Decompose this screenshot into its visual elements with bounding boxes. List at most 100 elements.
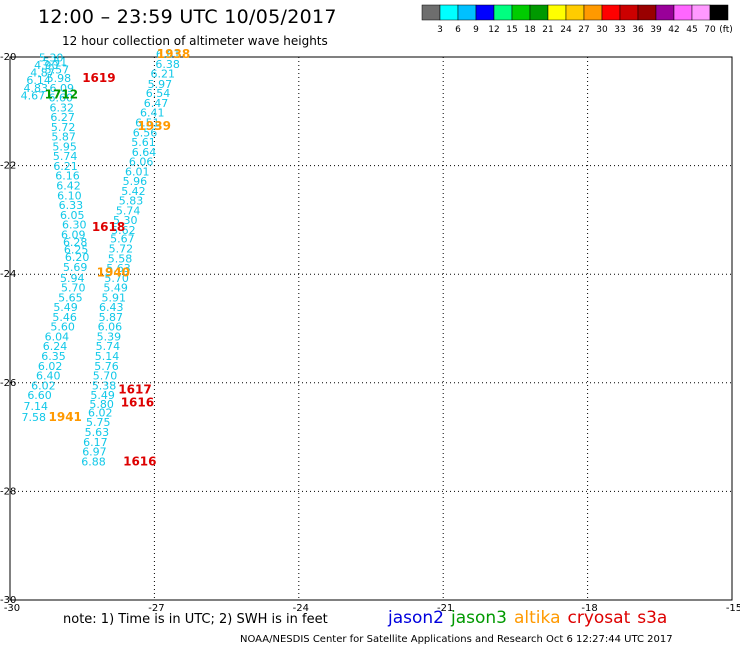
footer-note: note: 1) Time is in UTC; 2) SWH is in fe… bbox=[63, 612, 328, 627]
x-tick-label: -27 bbox=[148, 603, 164, 614]
wave-height-point: 5.74 bbox=[96, 340, 121, 353]
wave-height-point: 5.72 bbox=[109, 242, 134, 255]
wave-height-point: 6.41 bbox=[140, 107, 165, 120]
wave-height-point: 6.09 bbox=[61, 228, 86, 241]
colorbar-label: 39 bbox=[650, 25, 662, 35]
wave-height-point: 5.94 bbox=[60, 272, 85, 285]
colorbar-swatch bbox=[511, 4, 531, 21]
colorbar-swatch bbox=[547, 4, 567, 21]
wave-height-point: 5.96 bbox=[123, 175, 148, 188]
colorbar-label: 9 bbox=[473, 25, 479, 35]
wave-height-point: 5.75 bbox=[86, 416, 111, 429]
wave-height-point: 6.25 bbox=[64, 244, 89, 257]
wave-height-point: 6.14 bbox=[26, 74, 51, 87]
wave-height-point: 6.88 bbox=[81, 455, 106, 468]
wave-height-point: 4.83 bbox=[23, 82, 48, 95]
wave-height-point: 6.43 bbox=[99, 301, 124, 314]
colorbar-swatch bbox=[421, 4, 441, 21]
wave-height-point: 5.30 bbox=[113, 214, 138, 227]
colorbar-swatch bbox=[457, 4, 477, 21]
wave-height-point: 5.63 bbox=[106, 262, 130, 275]
wave-height-point: 5.70 bbox=[104, 272, 129, 285]
colorbar-swatch bbox=[691, 4, 711, 21]
wave-height-point: 6.21 bbox=[151, 68, 176, 81]
y-tick-label: -26 bbox=[0, 378, 16, 389]
colorbar-label: 36 bbox=[632, 25, 644, 35]
wave-height-point: 6.42 bbox=[56, 179, 81, 192]
wave-height-point: 6.51 bbox=[135, 117, 160, 130]
colorbar-swatch bbox=[655, 4, 675, 21]
chart-subtitle: 12 hour collection of altimeter wave hei… bbox=[62, 34, 328, 48]
y-tick-label: -20 bbox=[0, 52, 16, 63]
mission-altika: altika bbox=[514, 608, 561, 628]
x-tick-label: -21 bbox=[437, 603, 453, 614]
wave-height-point: 5.70 bbox=[61, 282, 86, 295]
wave-height-point: 6.01 bbox=[125, 165, 150, 178]
wave-height-point: 6.47 bbox=[144, 97, 169, 110]
y-tick-label: -22 bbox=[0, 161, 16, 172]
plot-frame bbox=[9, 56, 733, 601]
x-tick-label: -30 bbox=[4, 603, 20, 614]
wave-height-point: 6.61 bbox=[156, 48, 181, 61]
wave-height-point: 5.74 bbox=[53, 150, 78, 163]
wave-height-point: 6.38 bbox=[155, 58, 180, 71]
mission-legend: jason2 jason3 altika cryosat s3a bbox=[388, 608, 674, 628]
track-label: 1616 bbox=[123, 454, 156, 468]
wave-height-point: 6.60 bbox=[27, 389, 52, 402]
chart-title: 12:00 – 23:59 UTC 10/05/2017 bbox=[38, 6, 337, 28]
colorbar-unit: (ft) bbox=[719, 25, 733, 35]
wave-height-point: 5.74 bbox=[116, 204, 141, 217]
colorbar-legend: 3 6 9 12 15 18 21 24 27 30 33 36 39 42 45 70 (ft) bbox=[421, 4, 733, 35]
colorbar-swatch bbox=[529, 4, 549, 21]
x-tick-label: -24 bbox=[293, 603, 309, 614]
wave-height-point: 5.30 bbox=[39, 51, 64, 64]
colorbar-label: 33 bbox=[614, 25, 625, 35]
colorbar-swatch bbox=[565, 4, 585, 21]
wave-height-point: 6.56 bbox=[133, 126, 158, 139]
wave-height-point: 6.17 bbox=[83, 436, 108, 449]
wave-height-point: 6.32 bbox=[49, 101, 73, 114]
wave-height-point: 5.72 bbox=[51, 121, 75, 134]
colorbar-swatch bbox=[583, 4, 603, 21]
y-tick-label: -28 bbox=[0, 486, 16, 497]
wave-height-point: 5.95 bbox=[52, 140, 76, 153]
x-tick-label: -15 bbox=[726, 603, 740, 614]
wave-height-point: 5.57 bbox=[45, 63, 70, 76]
colorbar-label: 24 bbox=[560, 25, 572, 35]
wave-height-point: 5.60 bbox=[50, 321, 75, 334]
track-label: 1618 bbox=[92, 220, 125, 234]
wave-height-point: 6.54 bbox=[146, 87, 171, 100]
wave-height-point: 6.04 bbox=[45, 330, 70, 343]
colorbar-swatch bbox=[709, 4, 729, 21]
axis-ticks: -30 -27 -24 -21 -18 -15 -20 -22 -24 -26 -28 -30 bbox=[0, 52, 740, 614]
wave-height-point: 5.49 bbox=[53, 301, 78, 314]
wave-height-point: 5.97 bbox=[148, 78, 173, 91]
track-label: 1941 bbox=[49, 410, 82, 424]
mission-s3a: s3a bbox=[637, 608, 668, 628]
wave-height-point: 6.06 bbox=[98, 321, 123, 334]
wave-height-point: 6.24 bbox=[43, 340, 68, 353]
colorbar-label: 30 bbox=[596, 25, 608, 35]
track-label: 1712 bbox=[45, 87, 78, 101]
wave-height-point: 7.14 bbox=[23, 400, 48, 413]
wave-height-point: 5.67 bbox=[110, 233, 135, 246]
colorbar-swatch bbox=[637, 4, 657, 21]
colorbar-label: 42 bbox=[668, 25, 679, 35]
wave-height-point: 6.97 bbox=[82, 446, 107, 459]
wave-height-point: 5.49 bbox=[90, 389, 115, 402]
wave-height-point: 5.69 bbox=[63, 261, 88, 274]
track-label: 1619 bbox=[82, 71, 115, 85]
wave-height-point: 5.58 bbox=[108, 252, 133, 265]
colorbar-swatch bbox=[673, 4, 693, 21]
wave-height-point: 4.90 bbox=[34, 59, 59, 72]
track-label: 1616 bbox=[121, 396, 154, 410]
wave-height-point: 6.02 bbox=[88, 406, 113, 419]
colorbar-label: 70 bbox=[704, 25, 716, 35]
wave-height-point: 5.91 bbox=[101, 291, 126, 304]
colorbar-swatch bbox=[475, 4, 495, 21]
wave-height-point: 5.14 bbox=[95, 350, 120, 363]
wave-height-point: 6.30 bbox=[62, 219, 87, 232]
wave-height-point: 6.33 bbox=[59, 199, 84, 212]
grid-lines bbox=[10, 57, 732, 600]
